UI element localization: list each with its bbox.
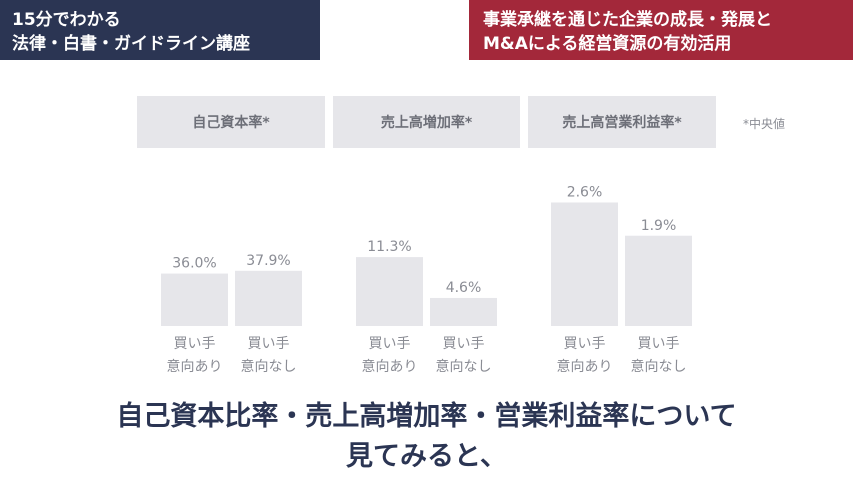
category-label: 買い手 bbox=[638, 336, 680, 352]
headline-line-2: 見てみると、 bbox=[346, 441, 507, 472]
topic-title-line-2: M&Aによる経営資源の有効活用 bbox=[483, 34, 732, 54]
category-label: 買い手 bbox=[443, 336, 485, 352]
bar-value-label: 4.6% bbox=[446, 280, 482, 296]
category-label: 買い手 bbox=[248, 336, 290, 352]
bar-value-label: 37.9% bbox=[246, 253, 290, 269]
bar bbox=[625, 235, 692, 326]
category-label: 意向なし bbox=[241, 358, 297, 375]
course-title-banner: 15分でわかる 法律・白書・ガイドライン講座 bbox=[0, 0, 320, 60]
course-title-line-2: 法律・白書・ガイドライン講座 bbox=[12, 34, 250, 54]
topic-title-banner: 事業承継を通じた企業の成長・発展と M&Aによる経営資源の有効活用 bbox=[469, 0, 853, 60]
category-label: 買い手 bbox=[369, 336, 411, 352]
bar-value-label: 1.9% bbox=[641, 218, 677, 234]
category-label: 意向あり bbox=[167, 358, 223, 375]
headline-line-1: 自己資本比率・売上高増加率・営業利益率について bbox=[116, 401, 737, 432]
category-label: 意向なし bbox=[436, 358, 492, 375]
bar bbox=[235, 270, 302, 326]
category-label: 意向あり bbox=[362, 358, 418, 375]
topic-title-line-1: 事業承継を通じた企業の成長・発展と bbox=[483, 10, 772, 30]
category-label: 買い手 bbox=[564, 336, 606, 352]
chart-title-operating-margin: 売上高営業利益率* bbox=[528, 96, 716, 148]
bar-value-label: 2.6% bbox=[567, 185, 603, 201]
category-label: 意向なし bbox=[631, 358, 687, 375]
category-label: 意向あり bbox=[557, 358, 613, 375]
bar bbox=[161, 273, 228, 326]
median-note: *中央値 bbox=[743, 117, 786, 131]
bar bbox=[551, 202, 618, 326]
chart-title-sales-growth: 売上高増加率* bbox=[333, 96, 520, 148]
bar-value-label: 11.3% bbox=[367, 239, 411, 255]
category-label: 買い手 bbox=[174, 336, 216, 352]
course-title-line-1: 15分でわかる bbox=[12, 10, 121, 30]
chart-title-equity-ratio: 自己資本率* bbox=[137, 96, 325, 148]
bar bbox=[430, 297, 497, 326]
bar bbox=[356, 257, 423, 326]
bar-value-label: 36.0% bbox=[172, 256, 216, 272]
